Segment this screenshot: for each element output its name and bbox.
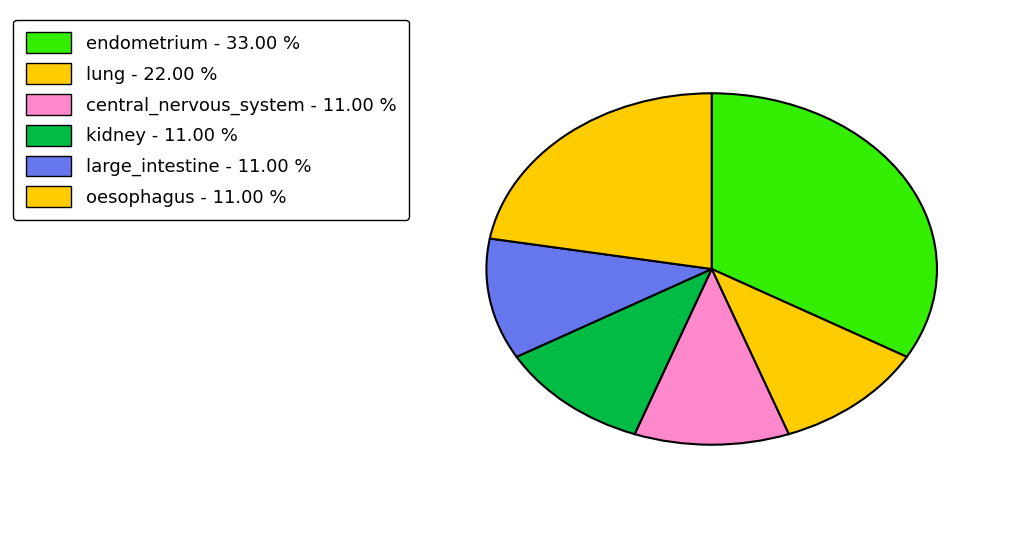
Wedge shape: [516, 269, 712, 434]
Wedge shape: [489, 93, 712, 269]
Wedge shape: [486, 238, 712, 357]
Legend: endometrium - 33.00 %, lung - 22.00 %, central_nervous_system - 11.00 %, kidney : endometrium - 33.00 %, lung - 22.00 %, c…: [13, 20, 409, 220]
Wedge shape: [712, 269, 907, 434]
Wedge shape: [635, 269, 788, 445]
Wedge shape: [712, 93, 937, 357]
